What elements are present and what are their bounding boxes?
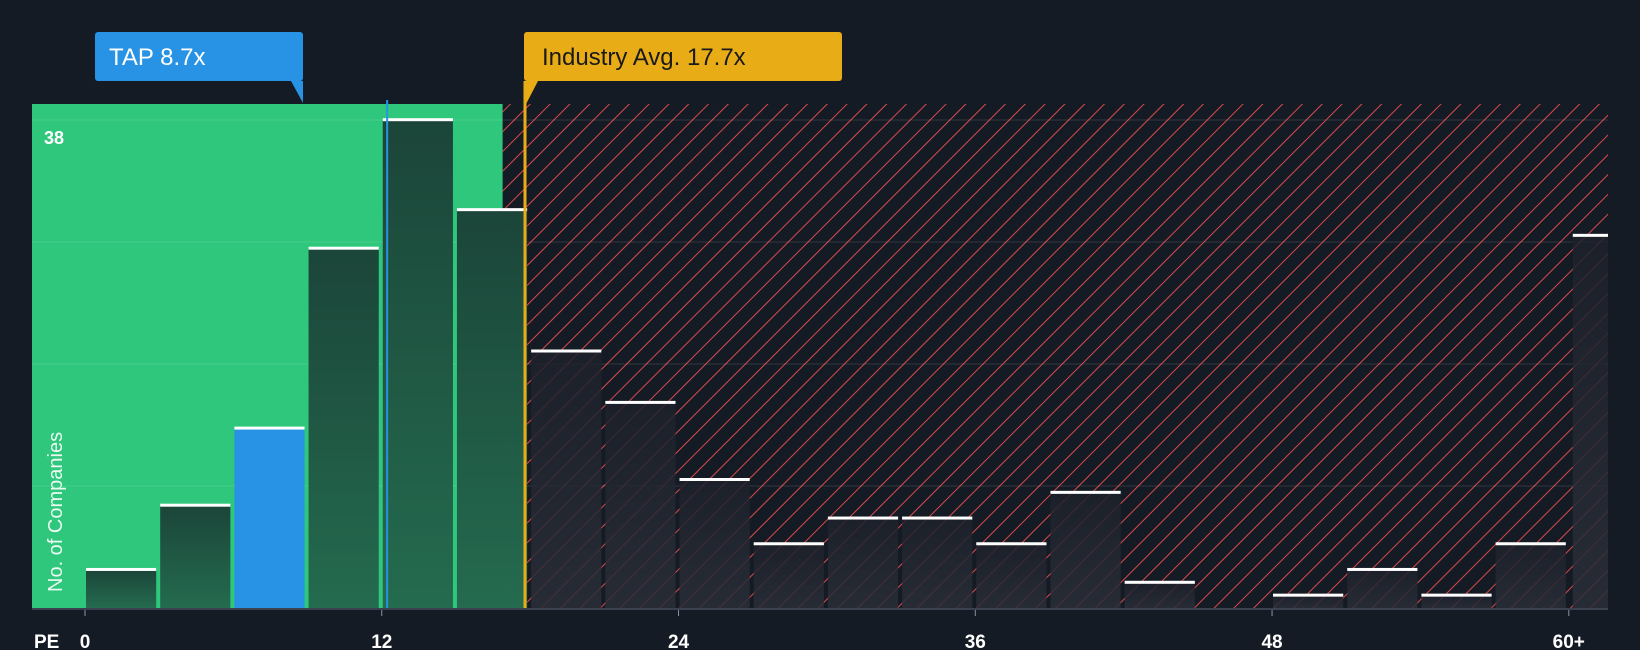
x-tick-label: 0 (80, 632, 91, 650)
histogram-bar (976, 543, 1047, 608)
bar-cap (456, 208, 528, 212)
histogram-bar (531, 351, 602, 608)
histogram-bar (1347, 569, 1418, 608)
bar-cap (827, 516, 899, 520)
bar-cap (1495, 542, 1566, 546)
histogram-bar (1050, 492, 1121, 608)
histogram-bar (679, 479, 750, 608)
bar-cap (902, 516, 973, 520)
y-axis-label: No. of Companies (45, 432, 67, 592)
histogram-bar (308, 248, 379, 608)
subject-bar (234, 428, 305, 608)
histogram-bar (902, 518, 973, 608)
x-tick-label: 60+ (1553, 632, 1585, 650)
histogram-bar (382, 119, 453, 608)
bar-cap (1347, 567, 1418, 571)
subject-callout: TAP 8.7x (95, 32, 303, 103)
industry-average-callout-box (524, 32, 842, 81)
bar-cap (1421, 593, 1492, 597)
histogram-bar (456, 209, 528, 608)
histogram-bar (86, 569, 157, 608)
histogram-bar (160, 505, 231, 608)
histogram-bar (1273, 595, 1344, 608)
x-tick-label: 36 (965, 632, 986, 650)
histogram-bar (605, 402, 676, 608)
bar-cap (679, 478, 750, 481)
bar-cap (1572, 233, 1608, 237)
industry-average-callout-pointer (524, 81, 538, 108)
bar-cap (605, 400, 676, 404)
subject-callout-pointer (291, 81, 303, 103)
industry-average-callout: Industry Avg. 17.7x (524, 32, 842, 108)
histogram-bar (1572, 235, 1608, 608)
bar-cap (531, 349, 602, 353)
histogram-bar (1495, 543, 1566, 608)
x-tick-label: 48 (1261, 632, 1282, 650)
subject-callout-box (95, 32, 303, 81)
x-axis-label: PE (34, 632, 59, 650)
bar-cap (308, 246, 379, 250)
subject-callout-label: TAP 8.7x (109, 44, 206, 71)
industry-average-callout-label: Industry Avg. 17.7x (542, 44, 746, 71)
bar-cap (1124, 580, 1195, 584)
bar-cap (753, 542, 824, 546)
x-tick-label: 12 (371, 632, 392, 650)
y-tick-label: 38 (44, 128, 64, 148)
x-tick-label: 24 (668, 632, 690, 650)
histogram-bar (753, 543, 824, 608)
bar-cap (160, 503, 231, 507)
histogram-bar (827, 518, 899, 608)
bar-cap (976, 542, 1047, 546)
bar-cap (234, 426, 305, 430)
bar-cap (382, 118, 453, 122)
histogram-bar (1124, 582, 1195, 608)
bar-cap (1273, 593, 1344, 597)
bar-cap (86, 567, 157, 571)
x-ticks: 0 12 24 36 48 60+ (80, 610, 1585, 650)
histogram-bar (1421, 595, 1492, 608)
bars (86, 118, 1608, 608)
bar-cap (1050, 490, 1121, 494)
